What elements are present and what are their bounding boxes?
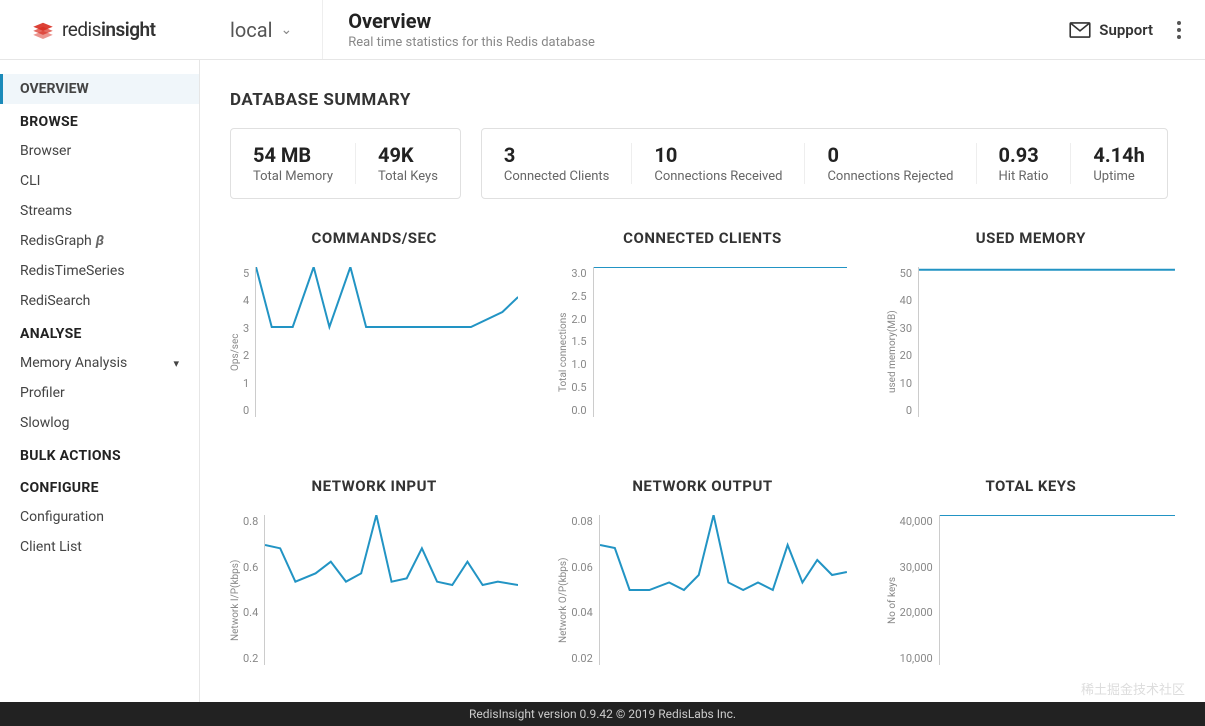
stat-label: Hit Ratio (999, 169, 1049, 184)
y-ticks: 40,00030,00020,00010,000 (900, 515, 939, 665)
stat-uptime: 4.14h Uptime (1071, 143, 1166, 184)
stat-value: 0 (827, 143, 953, 167)
y-ticks: 0.080.060.040.02 (571, 515, 598, 665)
axis-label: Network I/P(kbps) (230, 515, 241, 685)
chart-total-keys: TOTAL KEYS No of keys40,00030,00020,00010… (887, 477, 1175, 685)
sidebar-section-bulk-actions: BULK ACTIONS (0, 438, 199, 470)
sidebar-section-analyse: ANALYSE (0, 316, 199, 348)
sidebar-item-slowlog[interactable]: Slowlog (0, 408, 199, 438)
stat-label: Connections Rejected (827, 169, 953, 184)
sidebar-section-browse: BROWSE (0, 104, 199, 136)
chart-title: CONNECTED CLIENTS (558, 229, 846, 247)
sidebar-item-overview[interactable]: OVERVIEW (0, 74, 199, 104)
axis-label: No of keys (887, 515, 898, 685)
logo[interactable]: redisinsight (30, 17, 200, 43)
axis-label: Network O/P(kbps) (558, 515, 569, 685)
stat-connections-rejected: 0 Connections Rejected (805, 143, 976, 184)
axis-label: Total connections (558, 267, 569, 437)
stat-value: 0.93 (999, 143, 1049, 167)
stat-connections-received: 10 Connections Received (632, 143, 805, 184)
sidebar-item-configuration[interactable]: Configuration (0, 502, 199, 532)
stat-total-memory: 54 MB Total Memory (231, 143, 356, 184)
page-title: Overview (348, 9, 1069, 33)
logo-text: redisinsight (62, 18, 156, 41)
page-header: Overview Real time statistics for this R… (323, 9, 1069, 50)
chart-plot (599, 515, 847, 665)
chart-title: TOTAL KEYS (887, 477, 1175, 495)
stat-label: Uptime (1093, 169, 1144, 184)
sidebar-item-client-list[interactable]: Client List (0, 532, 199, 562)
chevron-down-icon: ▾ (173, 357, 179, 370)
summary-card: 54 MB Total Memory 49K Total Keys (230, 128, 461, 199)
footer: RedisInsight version 0.9.42 © 2019 Redis… (0, 702, 1205, 726)
stat-value: 49K (378, 143, 438, 167)
chart-title: NETWORK OUTPUT (558, 477, 846, 495)
chart-connected-clients: CONNECTED CLIENTS Total connections3.02.5… (558, 229, 846, 437)
axis-label: used memory(MB) (887, 267, 898, 437)
summary-title: DATABASE SUMMARY (230, 90, 1175, 110)
sidebar-item-redisgraph[interactable]: RedisGraphβ (0, 226, 199, 256)
charts-grid: COMMANDS/SEC Ops/sec543210 CONNECTED CLIEN… (230, 229, 1175, 685)
mail-icon (1069, 22, 1091, 38)
chart-title: COMMANDS/SEC (230, 229, 518, 247)
main-content: DATABASE SUMMARY 54 MB Total Memory 49K Tot… (200, 60, 1205, 702)
chevron-down-icon: ⌄ (280, 22, 292, 38)
sidebar-section-configure: CONFIGURE (0, 470, 199, 502)
axis-label: Ops/sec (230, 267, 241, 437)
sidebar-item-browser[interactable]: Browser (0, 136, 199, 166)
stat-label: Connected Clients (504, 169, 609, 184)
support-label: Support (1099, 21, 1153, 39)
stat-value: 4.14h (1093, 143, 1144, 167)
y-ticks: 3.02.52.01.51.00.50.0 (571, 267, 592, 417)
sidebar-item-streams[interactable]: Streams (0, 196, 199, 226)
sidebar-item-redistimeseries[interactable]: RedisTimeSeries (0, 256, 199, 286)
stat-value: 54 MB (253, 143, 333, 167)
sidebar-item-profiler[interactable]: Profiler (0, 378, 199, 408)
chart-plot (918, 267, 1175, 417)
stat-label: Connections Received (654, 169, 782, 184)
redis-logo-icon (30, 17, 56, 43)
y-ticks: 50403020100 (900, 267, 918, 417)
sidebar-item-memory-analysis[interactable]: Memory Analysis▾ (0, 348, 199, 378)
summary-card: 3 Connected Clients 10 Connections Received… (481, 128, 1168, 199)
stat-label: Total Keys (378, 169, 438, 184)
sidebar-item-redisearch[interactable]: RediSearch (0, 286, 199, 316)
chart-network-output: NETWORK OUTPUT Network O/P(kbps)0.080.060… (558, 477, 846, 685)
chart-commands-sec: COMMANDS/SEC Ops/sec543210 (230, 229, 518, 437)
chart-title: NETWORK INPUT (230, 477, 518, 495)
stat-value: 3 (504, 143, 609, 167)
topbar: redisinsight local ⌄ Overview Real time … (0, 0, 1205, 60)
chart-plot (255, 267, 518, 417)
chart-plot (939, 515, 1175, 665)
sidebar: OVERVIEWBROWSEBrowserCLIStreamsRedisGrap… (0, 60, 200, 702)
chart-plot (593, 267, 847, 417)
support-link[interactable]: Support (1069, 21, 1153, 39)
sidebar-item-cli[interactable]: CLI (0, 166, 199, 196)
chart-title: USED MEMORY (887, 229, 1175, 247)
chart-plot (264, 515, 518, 665)
stat-total-keys: 49K Total Keys (356, 143, 460, 184)
stat-connected-clients: 3 Connected Clients (482, 143, 632, 184)
summary-cards: 54 MB Total Memory 49K Total Keys 3 Connected… (230, 128, 1175, 199)
chart-used-memory: USED MEMORY used memory(MB)50403020100 (887, 229, 1175, 437)
database-name: local (230, 18, 272, 42)
y-ticks: 543210 (243, 267, 255, 417)
stat-label: Total Memory (253, 169, 333, 184)
stat-hit-ratio: 0.93 Hit Ratio (977, 143, 1072, 184)
database-selector[interactable]: local ⌄ (200, 0, 323, 59)
stat-value: 10 (654, 143, 782, 167)
chart-network-input: NETWORK INPUT Network I/P(kbps)0.80.60.40… (230, 477, 518, 685)
page-subtitle: Real time statistics for this Redis data… (348, 35, 1069, 50)
y-ticks: 0.80.60.40.2 (243, 515, 264, 665)
more-menu-button[interactable] (1173, 17, 1185, 43)
